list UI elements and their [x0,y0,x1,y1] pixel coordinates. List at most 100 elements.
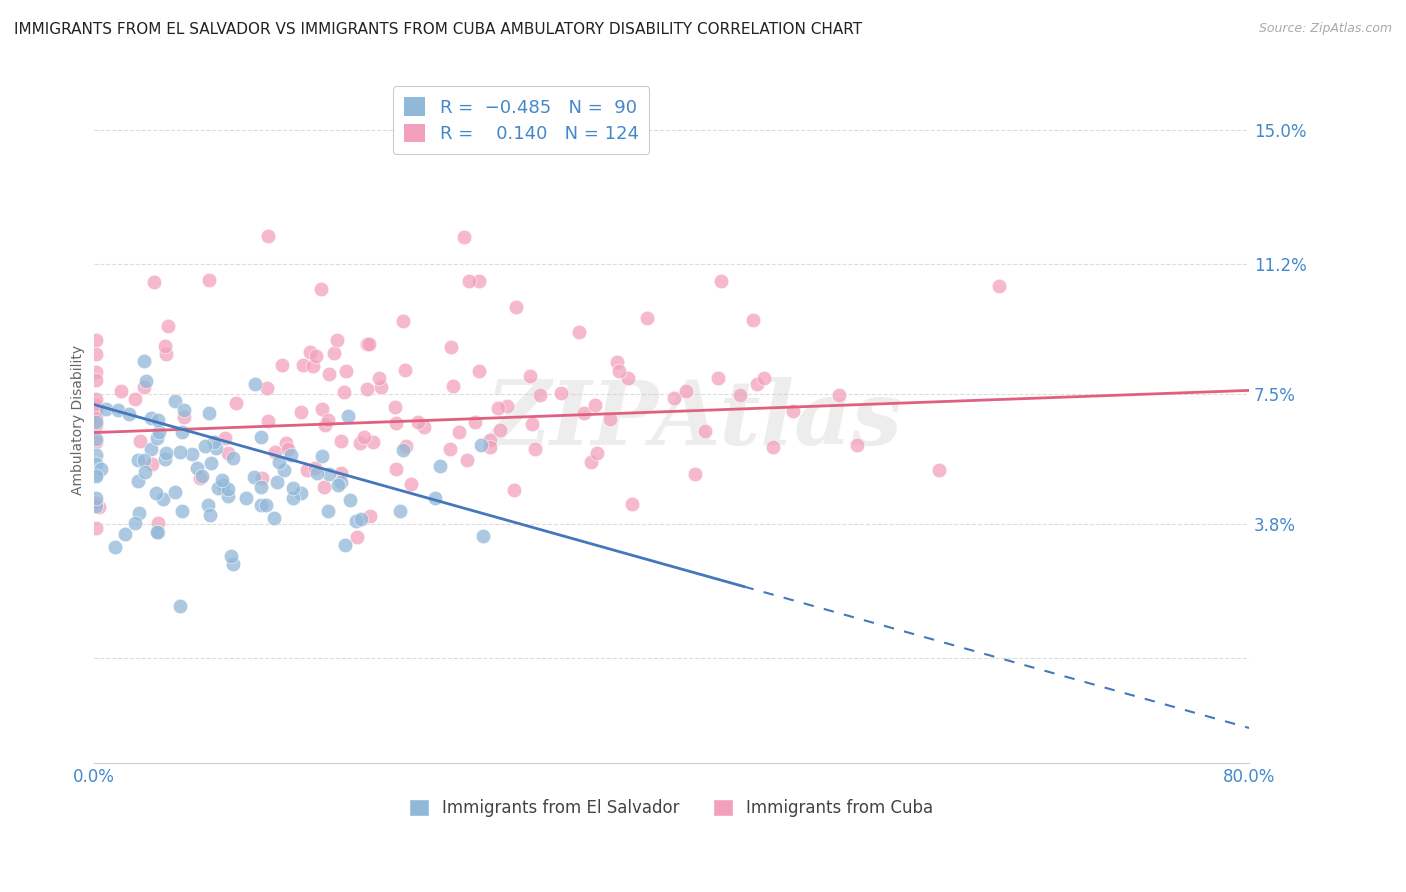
Point [385,462,408,476]
Point [173,402,195,417]
Point [207,481,229,495]
Point [86,415,108,429]
Point [86,398,108,412]
Point [392,313,415,327]
Point [344,514,367,528]
Point [86,373,108,387]
Point [254,498,277,512]
Point [782,403,804,417]
Point [318,368,340,382]
Point [156,319,179,334]
Point [249,499,271,513]
Point [280,448,302,462]
Point [124,516,146,530]
Point [290,405,312,419]
Point [464,415,486,429]
Point [367,371,389,385]
Point [356,337,378,351]
Point [263,511,285,525]
Point [86,469,108,483]
Point [86,434,108,449]
Point [155,446,177,460]
Point [307,466,329,480]
Point [86,491,108,505]
Legend: Immigrants from El Salvador, Immigrants from Cuba: Immigrants from El Salvador, Immigrants … [402,792,941,823]
Point [332,385,354,400]
Point [139,411,162,425]
Point [616,371,638,385]
Point [329,466,352,480]
Point [318,467,340,482]
Point [205,442,228,456]
Point [124,392,146,406]
Point [264,445,287,459]
Point [146,524,169,539]
Point [693,424,716,438]
Point [291,358,314,372]
Point [252,470,274,484]
Point [311,449,333,463]
Point [277,442,299,456]
Point [370,380,392,394]
Point [391,443,413,458]
Point [86,392,108,406]
Point [311,401,333,416]
Point [323,346,346,360]
Point [449,425,471,439]
Point [256,414,278,428]
Point [586,446,609,460]
Point [388,503,411,517]
Point [86,496,108,510]
Point [456,453,478,467]
Point [222,557,245,571]
Point [96,402,118,417]
Point [574,406,596,420]
Point [550,385,572,400]
Point [235,491,257,506]
Point [706,370,728,384]
Point [675,384,697,399]
Point [664,391,686,405]
Point [579,455,602,469]
Point [429,458,451,473]
Point [250,480,273,494]
Point [281,491,304,505]
Point [256,381,278,395]
Point [86,347,108,361]
Point [214,431,236,445]
Point [606,355,628,369]
Point [599,411,621,425]
Point [621,498,644,512]
Point [163,485,186,500]
Point [141,457,163,471]
Point [353,430,375,444]
Point [110,384,132,398]
Point [339,492,361,507]
Point [297,463,319,477]
Point [217,446,239,460]
Point [243,470,266,484]
Point [395,439,418,453]
Point [132,452,155,467]
Point [519,368,541,383]
Point [274,436,297,450]
Point [384,401,406,415]
Point [583,398,606,412]
Point [86,418,108,433]
Point [311,282,333,296]
Point [146,431,169,445]
Point [349,436,371,450]
Point [256,229,278,244]
Point [479,434,502,448]
Point [148,425,170,439]
Point [86,467,108,482]
Point [505,300,527,314]
Point [316,504,339,518]
Point [828,388,851,402]
Point [211,474,233,488]
Point [170,504,193,518]
Point [128,506,150,520]
Point [273,463,295,477]
Point [745,376,768,391]
Point [316,413,339,427]
